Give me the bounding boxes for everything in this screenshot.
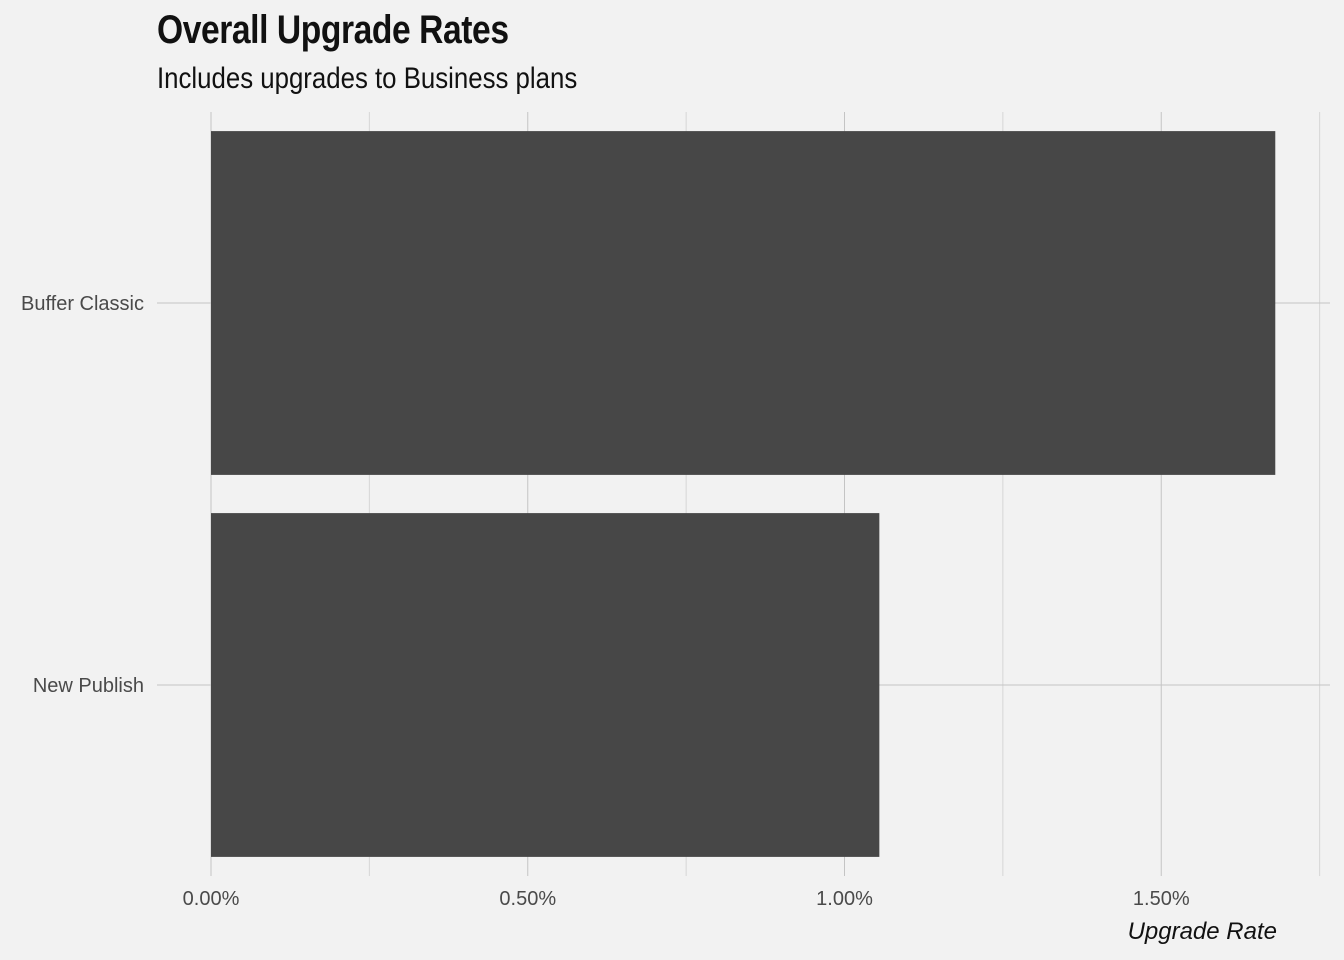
y-tick-label: New Publish bbox=[33, 675, 144, 697]
y-tick-label: Buffer Classic bbox=[21, 293, 144, 315]
bar-buffer-classic bbox=[211, 131, 1276, 475]
chart-title: Overall Upgrade Rates bbox=[157, 8, 509, 52]
bar-new-publish bbox=[211, 513, 880, 857]
axis-labels: Buffer Classic New Publish 0.00% 0.50% 1.00%… bbox=[21, 293, 1190, 910]
x-tick-label: 1.00% bbox=[816, 888, 873, 910]
bars bbox=[211, 131, 1276, 857]
x-tick-label: 0.00% bbox=[183, 888, 240, 910]
chart-subtitle: Includes upgrades to Business plans bbox=[157, 62, 578, 95]
x-tick-label: 1.50% bbox=[1133, 888, 1190, 910]
x-axis-title: Upgrade Rate bbox=[1128, 918, 1277, 945]
x-tick-label: 0.50% bbox=[499, 888, 556, 910]
